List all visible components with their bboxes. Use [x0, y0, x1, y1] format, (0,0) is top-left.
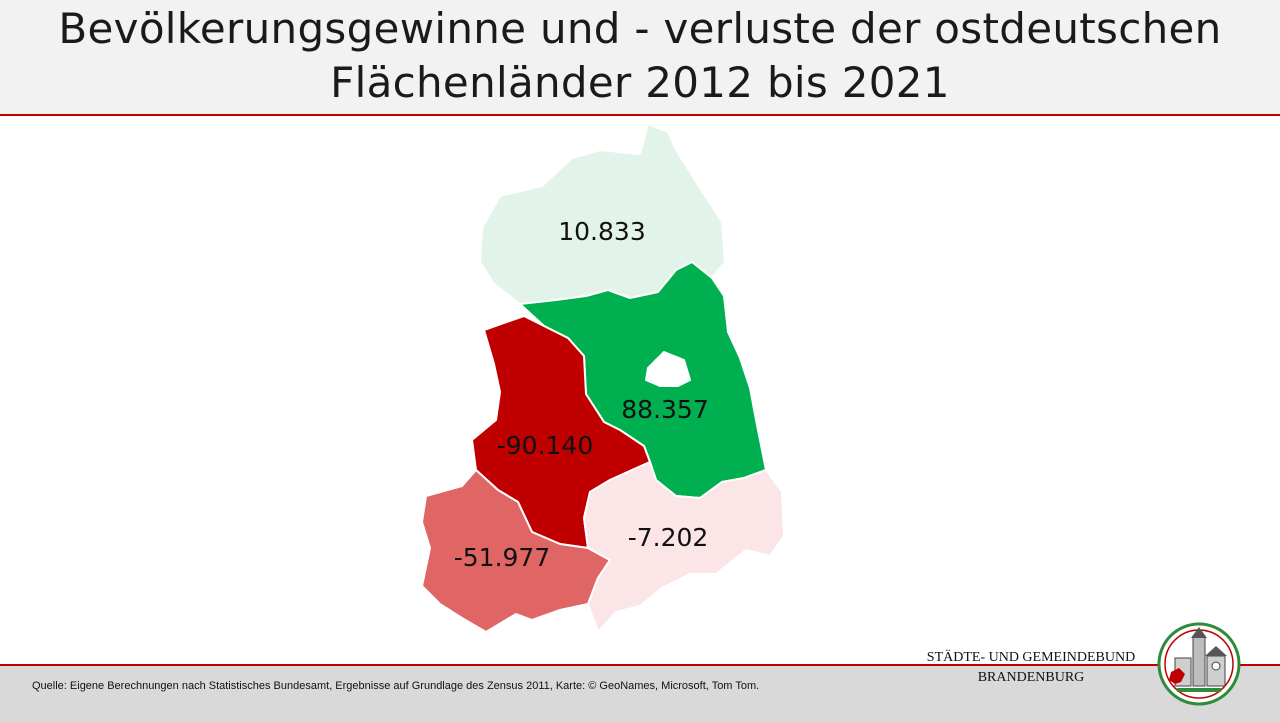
title-bar: Bevölkerungsgewinne und - verluste der o…: [0, 0, 1280, 116]
region-sachsen: [583, 461, 785, 633]
title-line-1: Bevölkerungsgewinne und - verluste der o…: [58, 4, 1222, 53]
value-label-brandenburg: 88.357: [621, 395, 708, 424]
organization-logo-icon: [1157, 622, 1241, 706]
map-svg: 10.833 88.357 -90.140 -51.977 -7.202: [421, 123, 785, 633]
page-title: Bevölkerungsgewinne und - verluste der o…: [0, 0, 1280, 110]
value-label-thueringen: -51.977: [454, 543, 551, 572]
value-label-sachsen: -7.202: [628, 523, 709, 552]
organization-line-2: BRANDENBURG: [977, 670, 1085, 685]
value-label-sachsen-anhalt: -90.140: [497, 431, 594, 460]
footer-bar: Quelle: Eigene Berechnungen nach Statist…: [0, 664, 1280, 722]
value-label-mecklenburg-vorpommern: 10.833: [558, 217, 645, 246]
map: 10.833 88.357 -90.140 -51.977 -7.202: [0, 116, 1280, 664]
title-line-2: Flächenländer 2012 bis 2021: [330, 58, 950, 107]
source-note: Quelle: Eigene Berechnungen nach Statist…: [32, 680, 760, 692]
organization-name: STÄDTE- UND GEMEINDEBUND BRANDENBURG: [905, 648, 1157, 688]
organization-line-1: STÄDTE- UND GEMEINDEBUND: [926, 650, 1136, 665]
